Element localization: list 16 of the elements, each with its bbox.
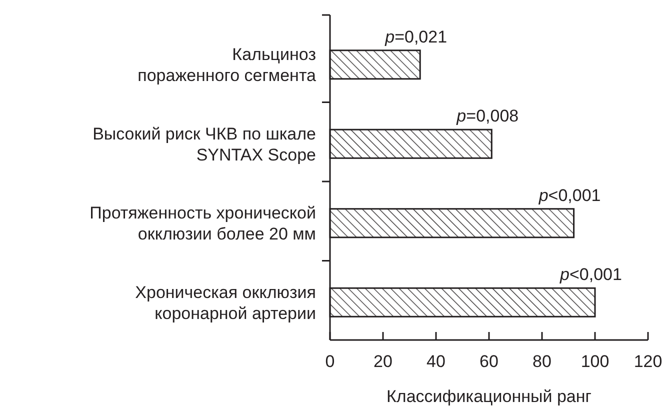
x-tick-label: 60 bbox=[480, 352, 498, 371]
x-tick-label: 20 bbox=[374, 352, 392, 371]
y-tick-label: Хроническая окклюзия коронарной артерии bbox=[135, 282, 316, 323]
x-tick-label: 40 bbox=[426, 352, 446, 371]
annotation: p<0,001 bbox=[559, 265, 622, 284]
x-tick-label: 0 bbox=[325, 352, 335, 371]
x-tick-label: 100 bbox=[580, 352, 610, 371]
annotation: p=0,021 bbox=[384, 27, 448, 46]
annotation: p<0,001 bbox=[538, 186, 601, 205]
y-tick-label: Протяженность хронической окклюзии более 20 мм bbox=[90, 204, 316, 244]
x-tick-label: 80 bbox=[532, 352, 552, 371]
y-tick-label: Высокий риск ЧКВ по шкале SYNTAX Scope bbox=[92, 124, 316, 164]
x-axis-title: Классификационный ранг bbox=[386, 387, 592, 406]
x-tick-label: 120 bbox=[634, 352, 662, 371]
annotation: p=0,008 bbox=[456, 106, 519, 126]
y-tick-label: Кальциноз пораженного сегмента bbox=[138, 45, 317, 86]
